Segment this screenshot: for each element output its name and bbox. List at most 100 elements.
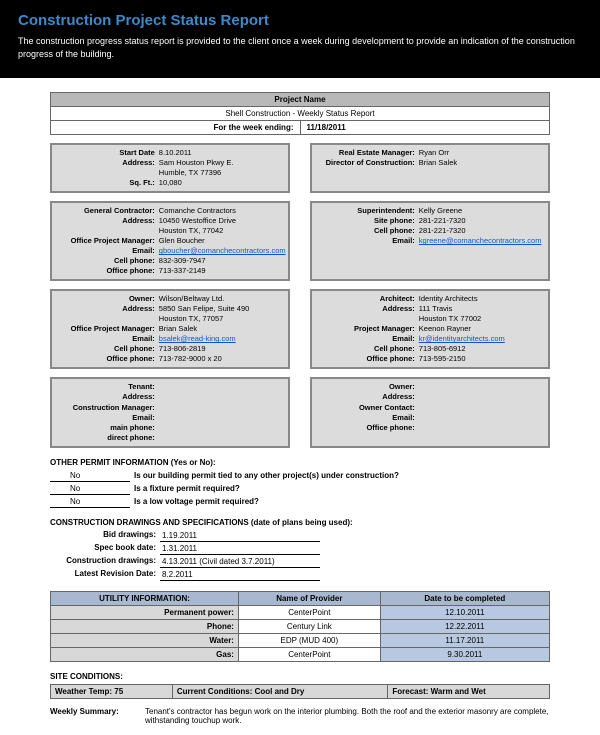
card-pair: Start Date8.10.2011Address:Sam Houston P… xyxy=(50,143,550,193)
card-row: Email:kgreene@comanchecontractors.com xyxy=(318,236,542,245)
field-value: 8.10.2011 xyxy=(159,148,282,157)
info-card: Tenant:Address:Construction Manager:Emai… xyxy=(50,377,290,448)
field-label: Email: xyxy=(318,334,419,343)
field-label: Cell phone: xyxy=(58,344,159,353)
card-row: Address:10450 Westoffice Drive xyxy=(58,216,282,225)
card-row: Email:bsalek@read-king.com xyxy=(58,334,282,343)
field-label: Email: xyxy=(318,413,419,422)
field-label xyxy=(58,314,159,323)
utility-category: Phone: xyxy=(51,620,239,634)
utility-provider: EDP (MUD 400) xyxy=(238,634,380,648)
field-label: Email: xyxy=(318,236,419,245)
field-value: Brian Salek xyxy=(419,158,542,167)
card-row: Office phone:713-337-2149 xyxy=(58,266,282,275)
utility-header: Name of Provider xyxy=(238,592,380,606)
field-value: Keenon Rayner xyxy=(419,324,542,333)
email-link[interactable]: kr@identityarchitects.com xyxy=(419,334,505,343)
field-value: bsalek@read-king.com xyxy=(159,334,282,343)
field-label: Office phone: xyxy=(318,423,419,432)
drawing-row: Spec book date:1.31.2011 xyxy=(50,543,550,555)
field-label: Project Manager: xyxy=(318,324,419,333)
field-label: Office Project Manager: xyxy=(58,324,159,333)
field-value xyxy=(419,382,542,391)
email-link[interactable]: bsalek@read-king.com xyxy=(159,334,236,343)
field-value: 713-782-9000 x 20 xyxy=(159,354,282,363)
field-label xyxy=(318,314,419,323)
card-row: Director of Construction:Brian Salek xyxy=(318,158,542,167)
utility-table: UTILITY INFORMATION:Name of ProviderDate… xyxy=(50,591,550,662)
page-header: Construction Project Status Report The c… xyxy=(0,0,600,78)
field-label: main phone: xyxy=(58,423,159,432)
card-row: Real Estate Manager:Ryan Orr xyxy=(318,148,542,157)
field-label: Director of Construction: xyxy=(318,158,419,167)
field-value: 10450 Westoffice Drive xyxy=(159,216,282,225)
site-cell: Weather Temp: 75 xyxy=(51,685,173,699)
field-value: kr@identityarchitects.com xyxy=(419,334,542,343)
project-name-label: Project Name xyxy=(51,93,549,107)
utility-category: Permanent power: xyxy=(51,606,239,620)
page-subtitle: The construction progress status report … xyxy=(18,35,582,60)
utility-header: UTILITY INFORMATION: xyxy=(51,592,239,606)
field-label: Office phone: xyxy=(318,354,419,363)
field-label: Email: xyxy=(58,334,159,343)
field-label: Architect: xyxy=(318,294,419,303)
field-value: 281-221-7320 xyxy=(419,226,542,235)
week-ending-value: 11/18/2011 xyxy=(301,121,550,134)
field-value: gboucher@comanchecontractors.com xyxy=(159,246,286,255)
field-value: Glen Boucher xyxy=(159,236,282,245)
permit-question: Is our building permit tied to any other… xyxy=(130,470,550,482)
field-label: Cell phone: xyxy=(58,256,159,265)
card-row: Construction Manager: xyxy=(58,403,282,412)
card-row: Houston TX, 77057 xyxy=(58,314,282,323)
field-value xyxy=(159,413,282,422)
field-label: direct phone: xyxy=(58,433,159,442)
card-row: Start Date8.10.2011 xyxy=(58,148,282,157)
field-label: Office phone: xyxy=(58,354,159,363)
field-label: Superintendent: xyxy=(318,206,419,215)
field-label: Tenant: xyxy=(58,382,159,391)
email-link[interactable]: gboucher@comanchecontractors.com xyxy=(159,246,286,255)
card-row: Address:Sam Houston Pkwy E. xyxy=(58,158,282,167)
field-value: 713-806-2819 xyxy=(159,344,282,353)
utility-row: Gas:CenterPoint9.30.2011 xyxy=(51,648,550,662)
field-value: 713-805-6912 xyxy=(419,344,542,353)
card-row: Office Project Manager:Brian Salek xyxy=(58,324,282,333)
drawing-label: Bid drawings: xyxy=(50,530,160,542)
card-row: Office phone:713-595-2150 xyxy=(318,354,542,363)
utility-date: 12.22.2011 xyxy=(380,620,549,634)
card-row: Cell phone:832-309-7947 xyxy=(58,256,282,265)
drawing-row: Bid drawings:1.19.2011 xyxy=(50,530,550,542)
card-row: Superintendent:Kelly Greene xyxy=(318,206,542,215)
drawing-row: Latest Revision Date:8.2.2011 xyxy=(50,569,550,581)
drawing-label: Construction drawings: xyxy=(50,556,160,568)
permit-answer: No xyxy=(50,496,130,508)
page-title: Construction Project Status Report xyxy=(18,12,582,29)
info-card: Start Date8.10.2011Address:Sam Houston P… xyxy=(50,143,290,193)
card-row: Email: xyxy=(58,413,282,422)
field-value xyxy=(419,413,542,422)
drawing-label: Latest Revision Date: xyxy=(50,569,160,581)
card-row: main phone: xyxy=(58,423,282,432)
week-ending-label: For the week ending: xyxy=(51,121,301,134)
card-row: Houston TX, 77042 xyxy=(58,226,282,235)
drawing-label: Spec book date: xyxy=(50,543,160,555)
field-value xyxy=(159,382,282,391)
email-link[interactable]: kgreene@comanchecontractors.com xyxy=(419,236,542,245)
card-row: Cell phone:281-221-7320 xyxy=(318,226,542,235)
drawings-title: CONSTRUCTION DRAWINGS AND SPECIFICATIONS… xyxy=(50,518,550,527)
project-name-value: Shell Construction - Weekly Status Repor… xyxy=(51,107,549,121)
permit-row: NoIs a low voltage permit required? xyxy=(50,496,550,508)
card-row: Sq. Ft.:10,080 xyxy=(58,178,282,187)
utility-date: 12.10.2011 xyxy=(380,606,549,620)
utility-row: Permanent power:CenterPoint12.10.2011 xyxy=(51,606,550,620)
field-value: 5850 San Felipe, Suite 490 xyxy=(159,304,282,313)
field-value xyxy=(159,423,282,432)
field-value: Identity Architects xyxy=(419,294,542,303)
field-value: Wilson/Beltway Ltd. xyxy=(159,294,282,303)
field-value xyxy=(159,433,282,442)
field-value: 111 Travis xyxy=(419,304,542,313)
weekly-summary: Weekly Summary: Tenant's contractor has … xyxy=(50,707,550,725)
site-cell: Current Conditions: Cool and Dry xyxy=(172,685,388,699)
field-label: Cell phone: xyxy=(318,344,419,353)
drawing-value: 4.13.2011 (Civil dated 3.7.2011) xyxy=(160,556,320,568)
